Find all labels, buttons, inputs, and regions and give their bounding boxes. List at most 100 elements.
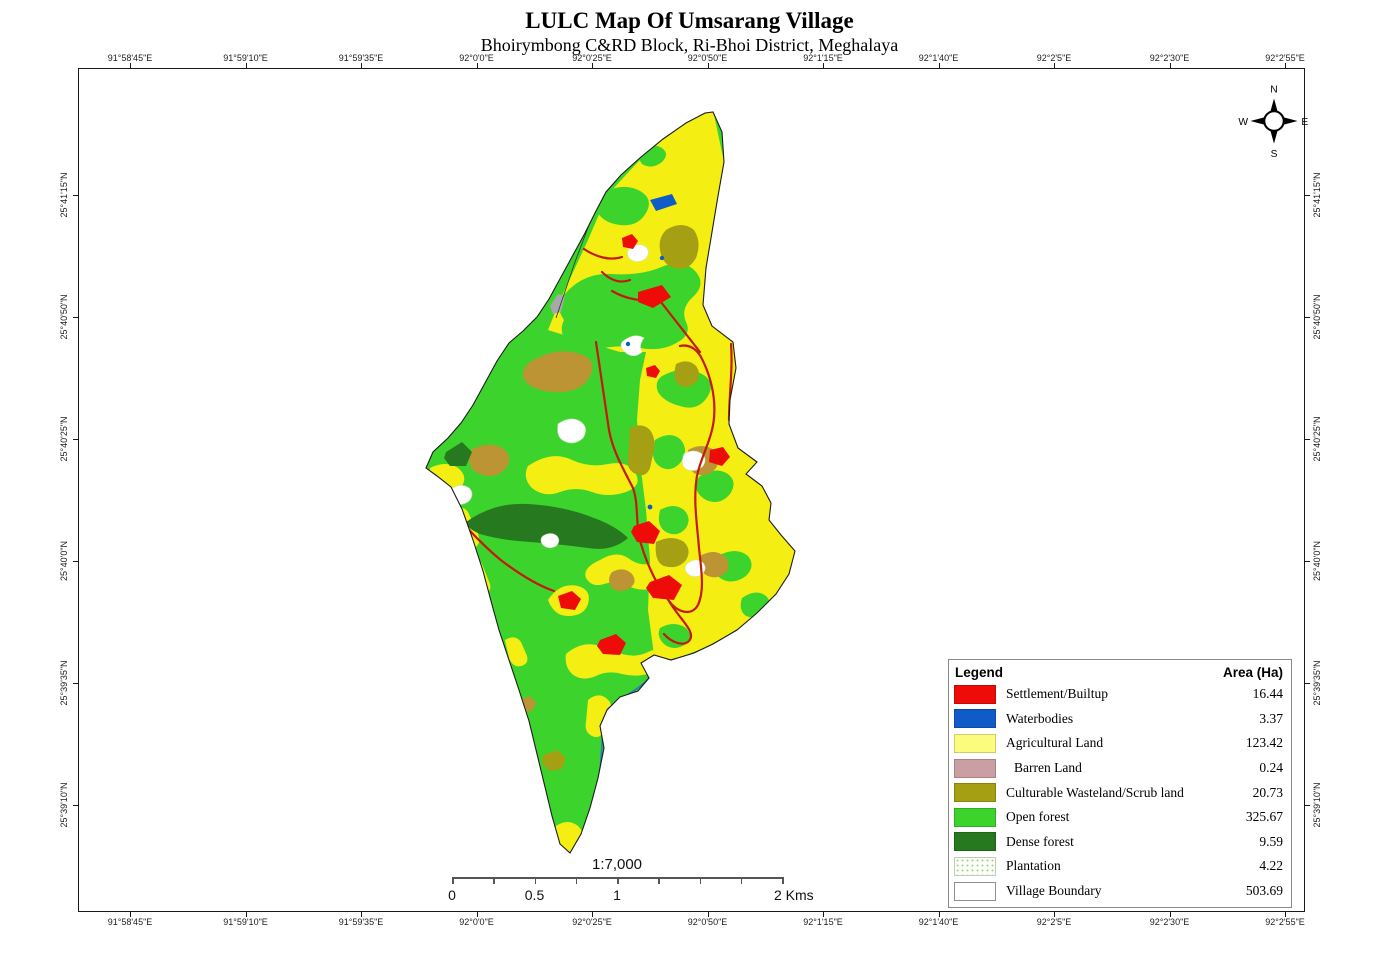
- map-title: LULC Map Of Umsarang Village: [525, 8, 854, 33]
- scale-bar-tick: [575, 877, 578, 884]
- lon-label: 91°59'35"E: [338, 53, 384, 63]
- legend-swatch-open_forest: [954, 807, 996, 827]
- legend-row-dense_forest: Dense forest 9.59: [954, 830, 1285, 855]
- north-arrow: N S W E: [1238, 84, 1308, 160]
- legend-row-waterbodies: Waterbodies 3.37: [954, 707, 1285, 732]
- legend-area-value: 20.73: [1252, 784, 1283, 800]
- wasteland-olive-patches: [542, 225, 699, 771]
- waterbody-patches: [625, 194, 677, 510]
- lon-label: 92°1'40"E: [918, 917, 959, 927]
- compass-e-label: E: [1301, 117, 1308, 128]
- lon-label: 92°0'0"E: [459, 53, 494, 63]
- axis-tick: [361, 912, 362, 917]
- lat-label: 25°41'15"N: [1312, 172, 1322, 218]
- axis-tick: [823, 912, 824, 917]
- lon-label: 91°59'10"E: [223, 917, 268, 927]
- lat-label: 25°40'50"N: [1312, 294, 1322, 340]
- lat-label: 25°39'35"N: [1312, 660, 1322, 706]
- legend-area-value: 16.44: [1252, 686, 1283, 702]
- axis-tick: [1305, 439, 1310, 440]
- lon-label: 92°2'30"E: [1149, 917, 1190, 927]
- axis-tick: [245, 912, 247, 917]
- axis-tick: [707, 912, 709, 917]
- legend-swatch-plantation: [954, 856, 996, 876]
- legend-header: Legend Area (Ha): [954, 664, 1285, 682]
- compass-circle: [1263, 110, 1285, 132]
- legend-row-agricultural: Agricultural Land 123.42: [954, 731, 1285, 756]
- legend-label: Barren Land: [1014, 760, 1082, 776]
- lon-label: 92°1'15"E: [803, 917, 843, 927]
- axis-tick: [938, 63, 940, 68]
- legend-area-value: 0.24: [1259, 760, 1283, 776]
- lat-label: 25°39'10"N: [59, 782, 69, 828]
- lat-label: 25°39'10"N: [1312, 782, 1322, 828]
- scale-bar-tick: [452, 877, 454, 884]
- axis-tick: [1285, 63, 1286, 68]
- lon-label: 92°2'5"E: [1036, 917, 1072, 927]
- gray-patch: [550, 294, 565, 314]
- legend-area-value: 4.22: [1259, 858, 1283, 874]
- legend-row-barren: Barren Land 0.24: [954, 756, 1285, 781]
- scale-bar-tick: [658, 877, 660, 884]
- legend-swatch-barren: [954, 758, 996, 778]
- legend-box: Legend Area (Ha) Settlement/Builtup 16.44…: [948, 659, 1292, 908]
- legend-label: Dense forest: [1006, 833, 1074, 849]
- village-map: [425, 111, 796, 854]
- axis-tick: [245, 63, 247, 68]
- lat-label: 25°41'15"N: [59, 172, 69, 218]
- legend-area-value: 3.37: [1259, 710, 1283, 726]
- lon-label: 92°0'50"E: [687, 53, 728, 63]
- axis-tick: [1169, 63, 1171, 68]
- axis-tick: [1054, 912, 1055, 917]
- axis-tick: [1285, 912, 1286, 917]
- legend-swatch-waterbodies: [954, 709, 996, 729]
- axis-tick: [1054, 63, 1055, 68]
- legend-label: Settlement/Builtup: [1006, 686, 1108, 702]
- legend-swatch-settlement: [954, 684, 996, 704]
- axis-tick: [1305, 195, 1310, 196]
- axis-tick: [1169, 912, 1171, 917]
- compass-w-label: W: [1238, 117, 1248, 128]
- legend-label: Culturable Wasteland/Scrub land: [1006, 784, 1184, 800]
- axis-tick: [823, 63, 824, 68]
- legend-label: Open forest: [1006, 809, 1070, 825]
- lon-label: 92°2'5"E: [1036, 53, 1072, 63]
- open-forest-patches: [558, 145, 770, 648]
- axis-tick: [73, 439, 78, 440]
- axis-tick: [1305, 683, 1310, 684]
- legend-area-value: 503.69: [1245, 883, 1283, 899]
- axis-tick: [361, 63, 362, 68]
- scale-bar: 0 0.5 1 2 Kms: [448, 877, 814, 903]
- legend-title: Legend: [955, 665, 1004, 680]
- title-block: LULC Map Of Umsarang Village Bhoirymbong…: [0, 8, 1379, 56]
- compass-n-label: N: [1270, 84, 1277, 95]
- lon-label: 92°2'55"E: [1265, 917, 1305, 927]
- axis-tick: [73, 195, 78, 196]
- legend-label: Agricultural Land: [1006, 735, 1104, 751]
- legend-row-settlement: Settlement/Builtup 16.44: [954, 682, 1285, 707]
- lon-label: 92°0'25"E: [572, 917, 612, 927]
- map-subtitle: Bhoirymbong C&RD Block, Ri-Bhoi District…: [480, 35, 899, 55]
- legend-swatch-agricultural: [954, 733, 996, 753]
- land-cover-layers: [426, 112, 795, 853]
- scale-bar-number: 0.5: [524, 887, 545, 903]
- legend-swatch-dense_forest: [954, 832, 996, 852]
- legend-swatch-boundary: [954, 881, 996, 901]
- lon-label: 91°58'45"E: [107, 917, 153, 927]
- legend-area-value: 9.59: [1259, 833, 1283, 849]
- scale-bar-tick: [699, 877, 701, 884]
- axis-tick: [938, 912, 940, 917]
- village-outline: [425, 111, 796, 854]
- lon-label: 92°0'0"E: [459, 917, 494, 927]
- axis-tick: [592, 912, 593, 917]
- scale-bar-tick: [782, 877, 784, 884]
- scale-bar-tick: [493, 877, 495, 884]
- legend-area-header: Area (Ha): [1222, 665, 1283, 680]
- lat-label: 25°40'25"N: [59, 416, 69, 462]
- legend-row-wasteland: Culturable Wasteland/Scrub land 20.73: [954, 780, 1285, 805]
- axis-tick: [707, 63, 709, 68]
- dense-forest-patches: [444, 442, 628, 549]
- axis-tick: [130, 63, 131, 68]
- lat-label: 25°40'0"N: [1312, 540, 1322, 582]
- scale-bar-number: 1: [613, 887, 621, 903]
